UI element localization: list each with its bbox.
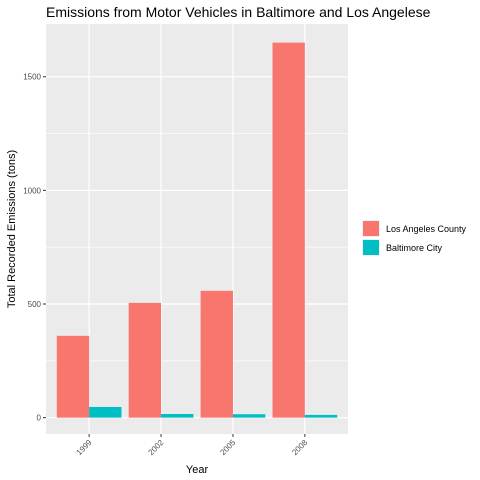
legend-label: Baltimore City (386, 243, 443, 253)
chart-title: Emissions from Motor Vehicles in Baltimo… (46, 4, 431, 20)
bars (56, 42, 338, 418)
bar-los-angeles-county-1999 (56, 335, 90, 418)
legend-label: Los Angeles County (386, 224, 467, 234)
x-tick-label: 2002 (147, 438, 166, 457)
legend-swatch (363, 221, 379, 236)
x-tick-label: 2008 (290, 438, 309, 457)
bar-baltimore-city-2005 (232, 414, 266, 418)
y-tick-label: 0 (37, 414, 42, 423)
x-tick-label: 1999 (75, 438, 94, 457)
x-tick-label: 2005 (218, 438, 237, 457)
bar-baltimore-city-1999 (89, 406, 122, 418)
y-axis: 0 500 1000 1500 (23, 73, 46, 423)
y-tick-label: 1000 (23, 186, 41, 195)
x-axis-title: Year (186, 464, 209, 476)
x-axis: 1999 2002 2005 2008 (75, 434, 310, 457)
bar-los-angeles-county-2008 (272, 42, 305, 418)
legend-swatch (363, 240, 379, 255)
y-axis-title: Total Recorded Emissions (tons) (6, 150, 18, 308)
y-tick-label: 500 (28, 300, 42, 309)
y-tick-label: 1500 (23, 73, 41, 82)
bar-los-angeles-county-2002 (128, 302, 162, 418)
bar-baltimore-city-2008 (304, 414, 338, 418)
legend: Los Angeles County Baltimore City (362, 220, 467, 256)
bar-los-angeles-county-2005 (200, 290, 233, 418)
bar-baltimore-city-2002 (161, 414, 194, 418)
